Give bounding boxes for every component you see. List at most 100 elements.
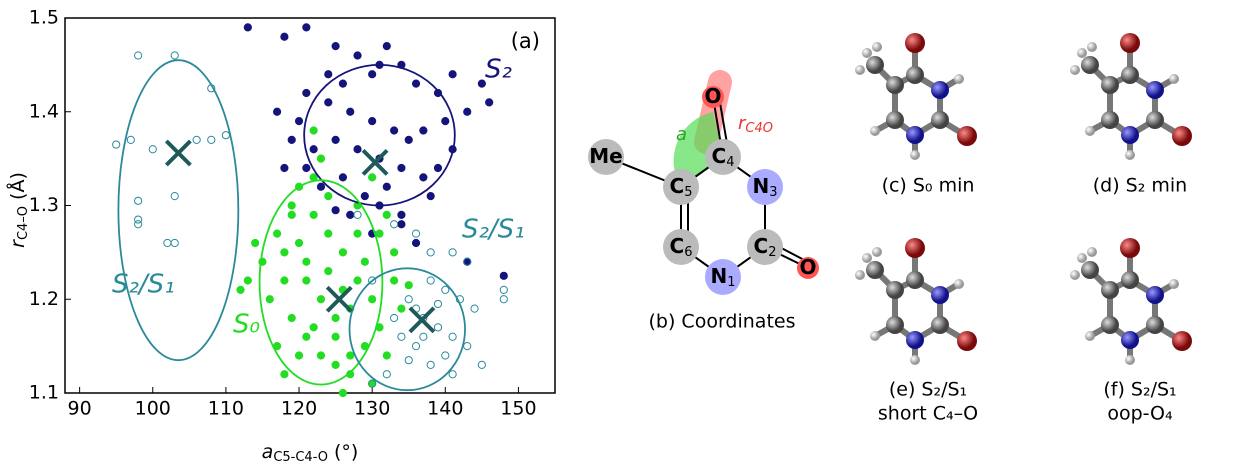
point [134, 51, 143, 60]
point [324, 70, 333, 79]
atom-label: O [799, 255, 816, 279]
point [426, 276, 435, 285]
point [346, 351, 355, 360]
point [353, 210, 362, 219]
atom-symbol: C [670, 234, 685, 258]
point [170, 238, 179, 248]
point [477, 79, 486, 88]
point [316, 182, 326, 191]
atom-index: 2 [768, 245, 776, 260]
axis-symbol: r [7, 239, 29, 248]
point [338, 248, 348, 257]
atom [588, 139, 624, 175]
point [411, 229, 421, 238]
bond-subscript: C4O [745, 121, 773, 136]
point [331, 206, 340, 215]
point [324, 229, 333, 238]
point [302, 257, 311, 266]
point [390, 248, 399, 257]
point [243, 276, 252, 285]
point [280, 32, 289, 41]
point [309, 126, 318, 135]
x-tick-label: 140 [427, 398, 463, 420]
point [426, 248, 435, 257]
atom-index: 3 [769, 185, 777, 200]
point [309, 323, 318, 332]
x-tick-label: 120 [281, 398, 317, 420]
molecule-render [1070, 33, 1192, 160]
point [331, 332, 340, 341]
point [368, 70, 377, 79]
atom-symbol: C [670, 174, 685, 198]
atom-symbol: O [704, 84, 721, 108]
point [353, 145, 362, 154]
diagram-caption: (b) Coordinates [649, 311, 796, 333]
point [112, 140, 121, 149]
atom [747, 229, 783, 265]
x-tick-label: 100 [135, 398, 171, 420]
atom [705, 139, 741, 175]
cluster-ellipse [348, 267, 466, 392]
point [397, 332, 406, 341]
point [397, 163, 406, 173]
point [294, 117, 304, 126]
point [302, 276, 311, 285]
point [404, 356, 413, 365]
panel-caption: (c) S₀ min [882, 175, 975, 197]
point [251, 238, 260, 248]
atom-label: N1 [710, 264, 735, 290]
point [463, 257, 472, 266]
point [302, 332, 311, 341]
point [302, 23, 311, 32]
atom-symbol: N [710, 264, 727, 288]
atom-index: 6 [684, 245, 692, 260]
point [499, 271, 508, 280]
point [134, 215, 143, 224]
point [368, 173, 377, 182]
point [419, 332, 428, 341]
atom-label: N3 [752, 174, 777, 200]
atom [705, 259, 741, 295]
atom [747, 169, 783, 205]
point [287, 201, 296, 210]
point [368, 295, 377, 304]
point [390, 220, 399, 229]
point [302, 163, 311, 173]
point [338, 173, 348, 182]
point [331, 360, 340, 369]
point [433, 88, 443, 98]
point [419, 173, 428, 182]
x-tick-label: 150 [500, 398, 536, 420]
point [302, 88, 311, 98]
point [207, 135, 216, 144]
point [499, 295, 508, 304]
point [134, 196, 143, 205]
point [163, 238, 172, 248]
point [448, 248, 457, 257]
atom-label: O [704, 84, 721, 108]
point [272, 107, 282, 116]
point [338, 388, 348, 398]
point [404, 135, 413, 144]
point [134, 220, 143, 229]
y-tick-label: 1.3 [29, 194, 59, 216]
atom-index: 5 [684, 185, 692, 200]
y-tick-label: 1.1 [29, 382, 59, 404]
point [397, 304, 406, 313]
point [280, 370, 289, 379]
point [382, 351, 391, 360]
point [353, 276, 362, 285]
atom-label: C5 [670, 174, 693, 200]
cluster-ellipse [303, 63, 456, 207]
cluster-center [164, 139, 192, 167]
point [419, 126, 428, 135]
molecule-render [1070, 238, 1192, 365]
point [448, 332, 457, 341]
point [287, 135, 296, 144]
y-tick-label: 1.5 [29, 7, 59, 29]
atom-label: C6 [670, 234, 693, 260]
atom-label: C4 [712, 144, 735, 170]
atom-symbol: C [712, 144, 727, 168]
point [324, 192, 333, 201]
